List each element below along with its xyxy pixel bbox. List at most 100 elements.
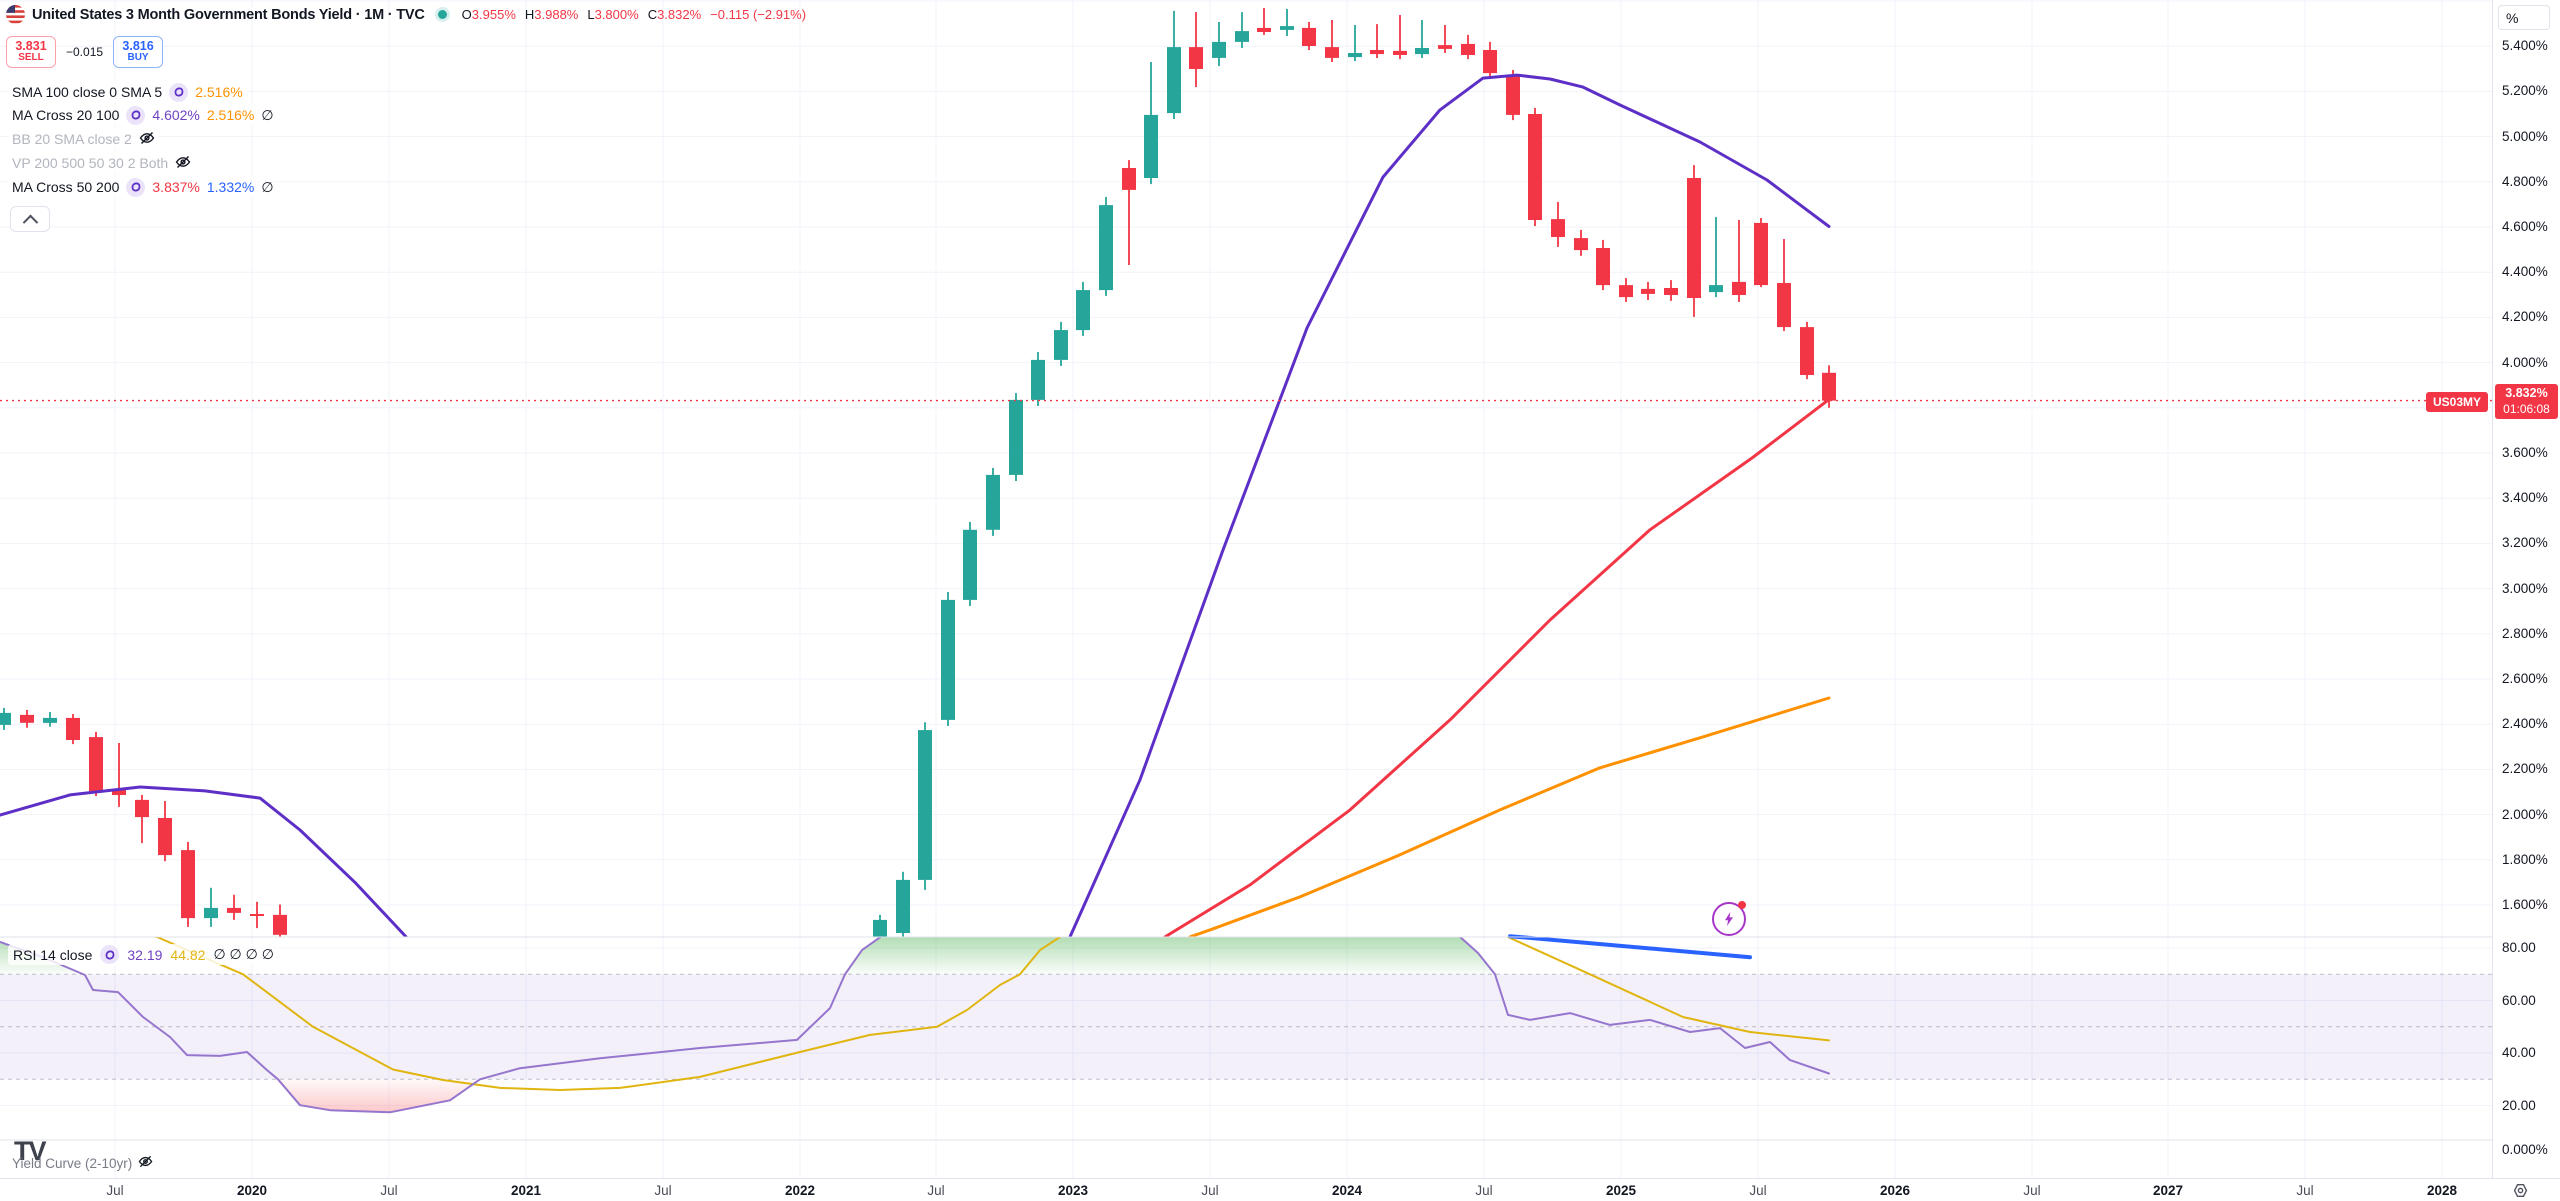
candle-body bbox=[273, 914, 287, 935]
candle-body bbox=[1822, 372, 1836, 401]
time-tick: Jul bbox=[927, 1183, 945, 1198]
yield-curve-legend-row[interactable]: Yield Curve (2-10yr) bbox=[12, 1154, 153, 1172]
rsi-tick: 40.00 bbox=[2502, 1045, 2536, 1060]
candle-body bbox=[112, 790, 126, 795]
legend-collapse-button[interactable] bbox=[10, 206, 50, 232]
candle-body bbox=[1076, 290, 1090, 331]
buy-button[interactable]: 3.816 BUY bbox=[113, 36, 164, 68]
legend-row-macross-50-200[interactable]: MA Cross 50 200 3.837% 1.332% ∅ bbox=[8, 176, 278, 198]
ma-blue-line bbox=[1508, 934, 1752, 960]
axis-settings-icon[interactable] bbox=[2512, 1182, 2529, 1201]
close-value: 3.832% bbox=[657, 7, 702, 22]
price-tick: 2.200% bbox=[2502, 761, 2548, 777]
candle-body bbox=[963, 529, 977, 600]
rsi-tick: 80.00 bbox=[2502, 940, 2536, 955]
candle-body bbox=[1800, 327, 1814, 375]
legend-row-vp[interactable]: VP 200 500 50 30 2 Both bbox=[8, 152, 196, 174]
candle-body bbox=[1506, 76, 1520, 115]
candle-body bbox=[1551, 219, 1565, 237]
flag-price: 3.832% bbox=[2505, 386, 2548, 400]
candle-body bbox=[1189, 47, 1203, 69]
time-tick: Jul bbox=[2023, 1183, 2041, 1198]
loading-icon bbox=[100, 945, 120, 964]
candle-body bbox=[1099, 205, 1113, 291]
candle-body bbox=[918, 730, 932, 880]
bar-countdown: 01:06:08 bbox=[2503, 401, 2550, 416]
time-tick: 2026 bbox=[1879, 1183, 1911, 1198]
legend-row-macross-20-100[interactable]: MA Cross 20 100 4.602% 2.516% ∅ bbox=[8, 104, 278, 126]
time-tick: 2020 bbox=[236, 1183, 268, 1198]
candle-body bbox=[1280, 26, 1294, 30]
events-indicator[interactable] bbox=[1712, 901, 1746, 936]
price-tick: 3.600% bbox=[2502, 445, 2548, 460]
tradingview-logo: TV bbox=[14, 1136, 46, 1166]
ma-orange-line bbox=[1188, 696, 1831, 937]
candle-body bbox=[986, 474, 1000, 530]
candle-body bbox=[1144, 114, 1158, 178]
candle-body bbox=[1393, 50, 1407, 55]
rsi-tick: 20.00 bbox=[2502, 1097, 2536, 1113]
time-tick: Jul bbox=[1475, 1183, 1493, 1198]
chevron-up-icon bbox=[22, 214, 38, 230]
eye-off-icon[interactable] bbox=[175, 154, 191, 173]
time-axis[interactable]: Jul 2020 Jul 2021 Jul 2022 Jul 2023 Jul 2024 Jul 20… bbox=[0, 1178, 2560, 1201]
indicator-label: SMA 100 close 0 SMA 5 bbox=[12, 84, 163, 100]
price-tick: 4.600% bbox=[2502, 219, 2548, 234]
symbol-title[interactable]: United States 3 Month Government Bonds Y… bbox=[32, 7, 425, 23]
symbol-header: United States 3 Month Government Bonds Y… bbox=[6, 5, 806, 24]
empty-value-icons: ∅ ∅ ∅ ∅ bbox=[213, 946, 274, 962]
time-tick: 2025 bbox=[1605, 1183, 1637, 1198]
rsi-ma-value: 44.82 bbox=[170, 946, 206, 963]
symbol-name: United States 3 Month Government Bonds Y… bbox=[32, 6, 352, 23]
candle-body bbox=[1167, 47, 1181, 114]
price-tick: 4.400% bbox=[2502, 264, 2548, 280]
candle-body bbox=[1031, 359, 1045, 400]
candle-body bbox=[1235, 31, 1249, 42]
candle-body bbox=[1415, 48, 1429, 55]
candle-body bbox=[873, 919, 887, 937]
change-value: −0.115 (−2.91%) bbox=[710, 7, 807, 22]
candle-body bbox=[941, 599, 955, 720]
price-tick: 4.800% bbox=[2502, 173, 2548, 189]
rsi-legend-row[interactable]: RSI 14 close 32.19 44.82 ∅ ∅ ∅ ∅ bbox=[8, 944, 279, 965]
yield-curve-label: Yield Curve (2-10yr) bbox=[12, 1155, 133, 1171]
open-value: 3.955% bbox=[471, 7, 516, 22]
price-tick: 5.200% bbox=[2502, 83, 2548, 99]
us-flag-icon bbox=[6, 5, 25, 24]
candle-body bbox=[1777, 283, 1791, 328]
loading-icon bbox=[126, 105, 146, 125]
legend-row-bb[interactable]: BB 20 SMA close 2 bbox=[8, 128, 159, 150]
candle-body bbox=[0, 712, 11, 725]
indicator-label: BB 20 SMA close 2 bbox=[12, 131, 132, 147]
price-tick: 2.000% bbox=[2502, 806, 2548, 822]
price-axis[interactable]: % 3.832% 01:06:08 5.400% 5.200% 5.000% 4.80… bbox=[2492, 0, 2560, 1178]
eye-off-icon[interactable] bbox=[138, 1154, 153, 1172]
candle-body bbox=[1528, 114, 1542, 220]
loading-icon bbox=[126, 177, 146, 197]
indicator-label: VP 200 500 50 30 2 Both bbox=[12, 155, 169, 171]
price-tick: 3.400% bbox=[2502, 490, 2548, 506]
market-status-dot[interactable] bbox=[437, 10, 447, 19]
rsi-value: 32.19 bbox=[127, 946, 163, 963]
rsi-ma bbox=[151, 937, 1830, 1091]
percent-scale-button[interactable]: % bbox=[2498, 5, 2550, 30]
time-tick: 2022 bbox=[784, 1183, 816, 1198]
sell-button[interactable]: 3.831 SELL bbox=[6, 36, 56, 68]
rsi-overbought-fill bbox=[0, 937, 1829, 975]
spread-value: −0.015 bbox=[66, 45, 104, 59]
ohlc-readout: O3.955% H3.988% L3.800% C3.832% −0.115 (… bbox=[461, 7, 807, 22]
candle-body bbox=[1596, 248, 1610, 286]
eye-off-icon[interactable] bbox=[139, 130, 155, 149]
time-tick: Jul bbox=[1201, 1183, 1219, 1198]
indicator-value: 4.602% bbox=[152, 107, 200, 123]
rsi-line bbox=[0, 937, 1830, 1114]
candle-body bbox=[1709, 285, 1723, 293]
legend-row-sma100[interactable]: SMA 100 close 0 SMA 5 2.516% bbox=[8, 81, 247, 103]
candle-body bbox=[1664, 288, 1678, 295]
candle-body bbox=[43, 717, 57, 723]
time-tick: 2028 bbox=[2426, 1183, 2458, 1198]
price-tick: 2.600% bbox=[2502, 671, 2548, 686]
time-tick: Jul bbox=[1749, 1183, 1767, 1198]
price-tick: 5.400% bbox=[2502, 38, 2548, 54]
